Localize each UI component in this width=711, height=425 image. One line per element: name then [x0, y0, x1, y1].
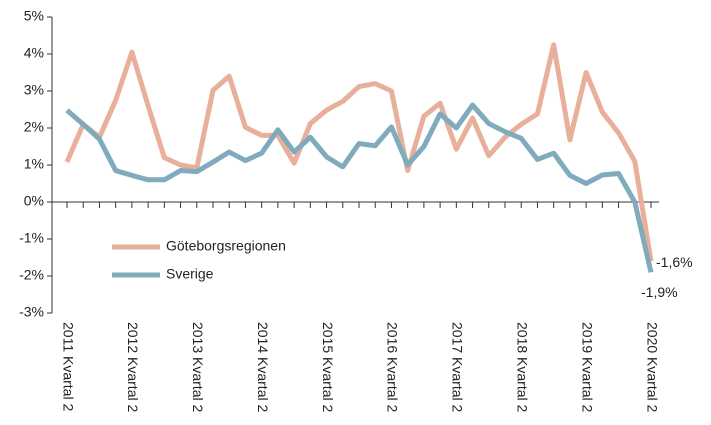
legend-label: Göteborgsregionen — [166, 238, 286, 254]
x-tick-label: 2015 Kvartal 2 — [320, 322, 336, 412]
y-tick-label: 3% — [24, 82, 44, 98]
line-series — [64, 42, 654, 262]
legend-label: Sverige — [166, 266, 214, 282]
y-tick-label: 4% — [24, 45, 44, 61]
data-label: -1,9% — [641, 284, 678, 300]
y-tick-label: 2% — [24, 119, 44, 135]
x-tick-label: 2020 Kvartal 2 — [644, 322, 660, 412]
x-tick-label: 2019 Kvartal 2 — [579, 322, 595, 412]
x-tick-label: 2017 Kvartal 2 — [450, 322, 466, 412]
y-tick-label: 0% — [24, 193, 44, 209]
y-tick-label: 1% — [24, 156, 44, 172]
x-tick-label: 2018 Kvartal 2 — [515, 322, 531, 412]
x-tick-label: 2013 Kvartal 2 — [190, 322, 206, 412]
x-tick-label: 2012 Kvartal 2 — [125, 322, 141, 412]
x-tick-label: 2016 Kvartal 2 — [385, 322, 401, 412]
y-tick-label: -1% — [19, 230, 44, 246]
x-tick-label: 2014 Kvartal 2 — [255, 322, 271, 412]
y-tick-label: -2% — [19, 267, 44, 283]
y-tick-label: 5% — [24, 8, 44, 24]
x-tick-label: 2011 Kvartal 2 — [60, 322, 76, 411]
y-tick-label: -3% — [19, 304, 44, 320]
data-label: -1,6% — [656, 254, 693, 270]
line-series — [65, 102, 654, 273]
